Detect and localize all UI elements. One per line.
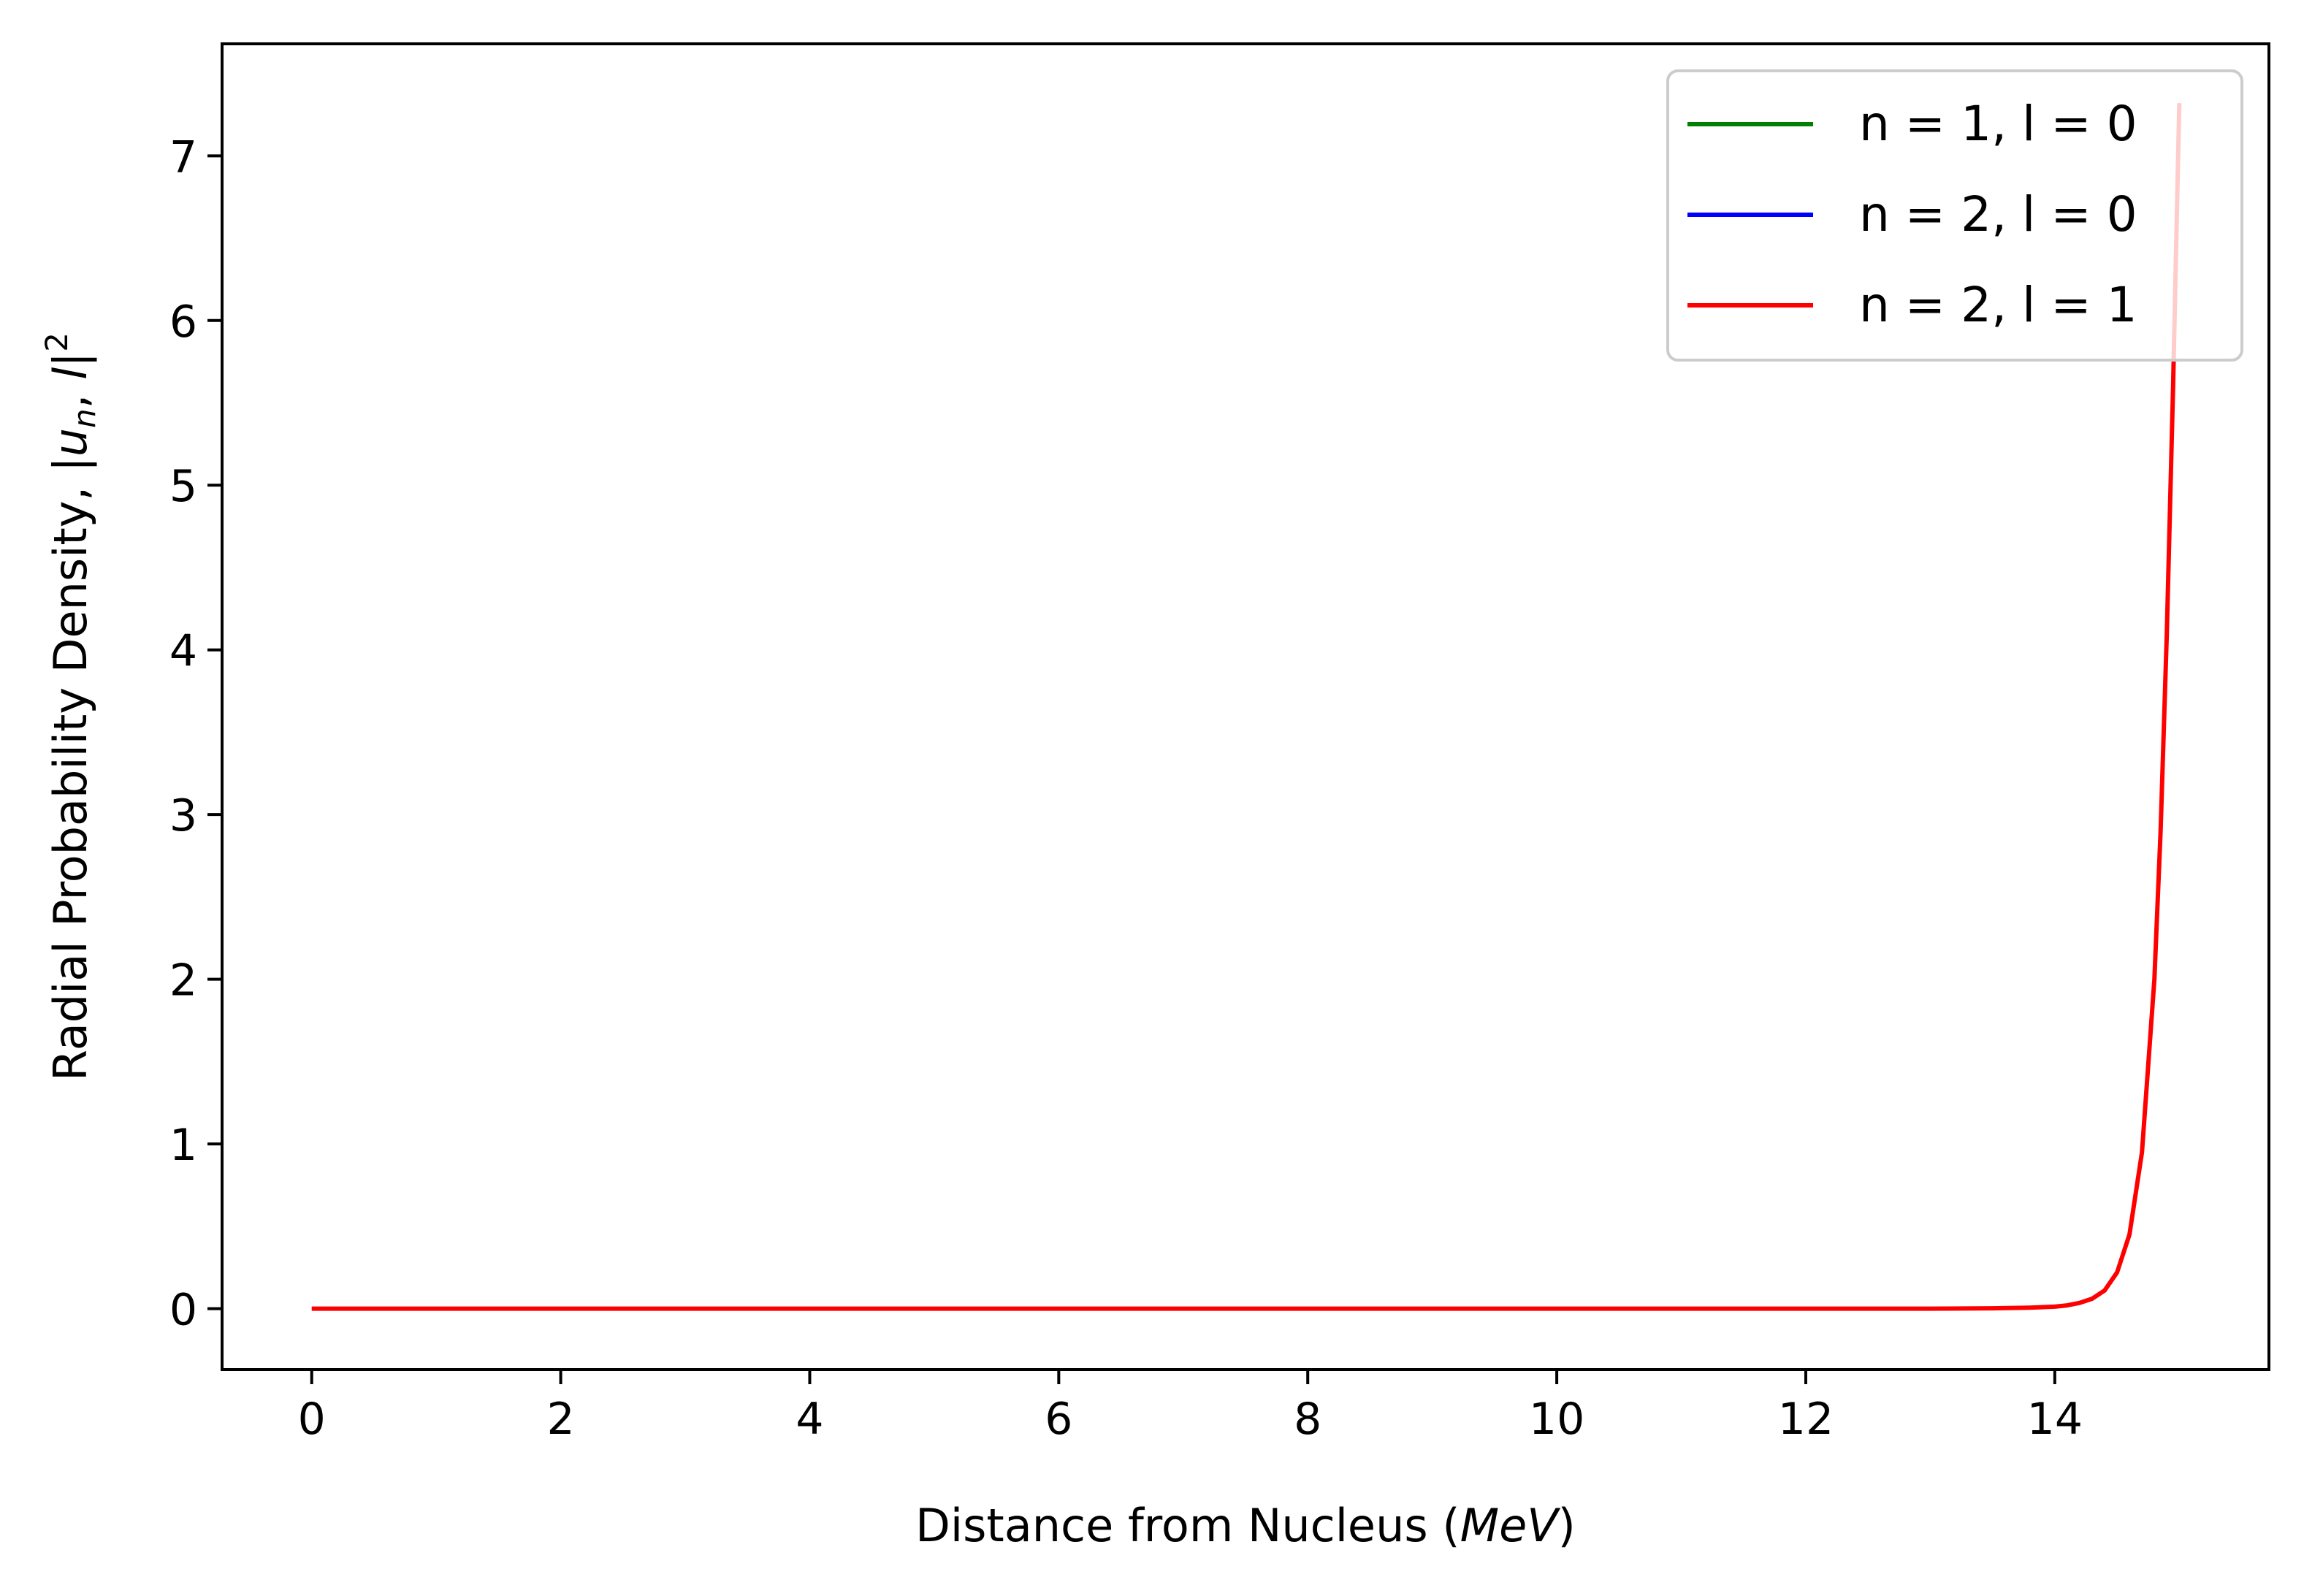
y-axis-label-prefix: Radial Probability Density, | [44, 457, 98, 1081]
x-tick-label: 6 [1045, 1394, 1072, 1445]
y-axis-ticks: 0 1 2 3 4 5 6 7 [169, 131, 222, 1336]
y-tick-label: 1 [169, 1120, 197, 1171]
y-tick-label: 5 [169, 461, 197, 512]
x-tick-label: 8 [1294, 1394, 1321, 1445]
plot-lines [311, 103, 2182, 1311]
y-axis-label: Radial Probability Density, |un, l|2 [39, 332, 102, 1081]
x-tick-label: 2 [546, 1394, 574, 1445]
y-tick-label: 2 [169, 955, 197, 1007]
series-line [311, 103, 2182, 1311]
y-axis-label-mid: , [44, 380, 97, 408]
legend-box [1666, 69, 2243, 362]
x-tick-label: 4 [796, 1394, 823, 1445]
y-axis-label-l: l [44, 367, 97, 380]
x-axis-ticks: 0 2 4 6 8 10 12 14 [298, 1370, 2083, 1445]
legend-entry-label: n = 1, l = 0 [1859, 96, 2137, 152]
x-axis-label-unit: MeV [1460, 1499, 1562, 1552]
y-tick-label: 7 [169, 131, 197, 183]
y-axis-label-sub-n: n [66, 408, 102, 428]
y-tick-label: 6 [169, 297, 197, 348]
legend: n = 1, l = 0 n = 2, l = 0 n = 2, l = 1 [1666, 69, 2243, 362]
y-tick-label: 4 [169, 626, 197, 677]
legend-entry-label: n = 2, l = 0 [1859, 186, 2137, 243]
legend-entry-label: n = 2, l = 1 [1859, 277, 2137, 333]
x-axis-label-prefix: Distance from Nucleus ( [915, 1499, 1460, 1552]
y-tick-label: 3 [169, 790, 197, 841]
y-axis-label-bar: | [44, 352, 98, 367]
x-tick-label: 12 [1778, 1394, 1834, 1445]
x-axis-label: Distance from Nucleus (MeV) [915, 1499, 1576, 1552]
y-axis-label-sup: 2 [39, 332, 75, 352]
x-axis-label-suffix: ) [1558, 1499, 1576, 1552]
x-tick-label: 14 [2027, 1394, 2083, 1445]
y-axis-label-u: u [44, 428, 97, 457]
axes-frame [221, 42, 2270, 1371]
y-tick-label: 0 [169, 1285, 197, 1336]
x-tick-label: 10 [1529, 1394, 1584, 1445]
x-tick-label: 0 [298, 1394, 326, 1445]
